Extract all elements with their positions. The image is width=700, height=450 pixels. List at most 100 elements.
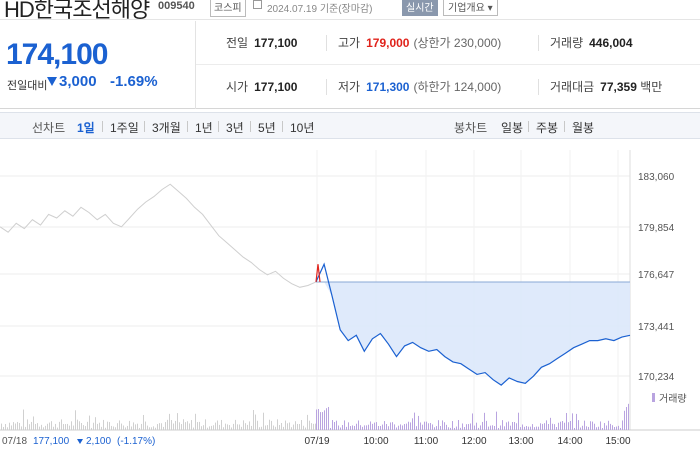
volume-bar bbox=[332, 420, 333, 430]
volume-bar bbox=[432, 424, 433, 430]
volume-bar bbox=[289, 422, 290, 430]
volume-bar bbox=[516, 423, 517, 430]
volume-bar bbox=[27, 419, 28, 430]
volume-bar bbox=[313, 423, 314, 430]
change-amount: 3,000 bbox=[59, 73, 97, 90]
divider bbox=[538, 35, 539, 51]
divider bbox=[218, 121, 219, 132]
volume-bar bbox=[354, 425, 355, 430]
volume-bar bbox=[434, 427, 435, 430]
volume-bar bbox=[398, 425, 399, 430]
volume-bar bbox=[402, 425, 403, 430]
volume-bar bbox=[478, 427, 479, 430]
tab-1week[interactable]: 1주일 bbox=[110, 121, 139, 135]
volume-bar bbox=[388, 426, 389, 430]
volume-bar bbox=[412, 418, 413, 430]
volume-bar bbox=[350, 426, 351, 430]
stat-label: 거래량 bbox=[550, 36, 584, 50]
volume-bar bbox=[89, 415, 90, 430]
volume-bar bbox=[514, 422, 515, 430]
change-label: 전일대비 bbox=[7, 80, 48, 92]
x-tick-label: 13:00 bbox=[508, 436, 533, 447]
volume-bar bbox=[320, 412, 321, 430]
volume-bar bbox=[7, 427, 8, 430]
volume-bar bbox=[456, 426, 457, 430]
volume-bar bbox=[193, 427, 194, 430]
footer-date: 07/18 bbox=[2, 436, 27, 447]
volume-bar bbox=[269, 419, 270, 430]
volume-bar bbox=[87, 421, 88, 430]
tab-monthly[interactable]: 월봉 bbox=[572, 121, 595, 135]
volume-bar bbox=[291, 427, 292, 430]
stat-sub: (상한가 230,000) bbox=[413, 36, 502, 50]
volume-bar bbox=[582, 425, 583, 430]
volume-bars bbox=[1, 403, 629, 430]
tab-3year[interactable]: 3년 bbox=[226, 121, 244, 135]
volume-bar bbox=[117, 423, 118, 430]
volume-bar bbox=[315, 423, 316, 430]
volume-bar bbox=[115, 427, 116, 430]
tab-daily[interactable]: 일봉 bbox=[501, 121, 524, 135]
stat-value: 179,000 bbox=[366, 36, 410, 50]
volume-bar bbox=[362, 426, 363, 430]
volume-bar bbox=[430, 422, 431, 430]
volume-bar bbox=[586, 426, 587, 430]
tab-1year[interactable]: 1년 bbox=[195, 121, 213, 135]
volume-bar bbox=[201, 426, 202, 430]
volume-bar bbox=[95, 417, 96, 430]
volume-bar bbox=[103, 419, 104, 430]
down-arrow-icon bbox=[47, 77, 57, 86]
volume-bar bbox=[247, 424, 248, 430]
volume-bar bbox=[61, 419, 62, 430]
realtime-button[interactable]: 실시간 bbox=[402, 0, 438, 16]
volume-bar bbox=[245, 423, 246, 430]
tab-3month[interactable]: 3개월 bbox=[152, 121, 181, 135]
volume-bar bbox=[303, 425, 304, 430]
chart-footer: 07/18 177,100 2,100 (-1.17%) bbox=[2, 436, 155, 447]
volume-bar bbox=[49, 422, 50, 430]
volume-bar bbox=[147, 425, 148, 430]
volume-bar bbox=[574, 427, 575, 430]
volume-bar bbox=[161, 423, 162, 430]
stat-label: 시가 bbox=[226, 80, 249, 94]
volume-bar bbox=[614, 427, 615, 430]
volume-bar bbox=[364, 425, 365, 430]
volume-bar bbox=[626, 407, 627, 430]
volume-bar bbox=[311, 423, 312, 430]
volume-bar bbox=[203, 425, 204, 430]
stat-value: 171,300 bbox=[366, 80, 410, 94]
volume-bar bbox=[259, 427, 260, 430]
company-overview-button[interactable]: 기업개요 ▾ bbox=[443, 0, 498, 16]
tab-weekly[interactable]: 주봉 bbox=[536, 121, 559, 135]
volume-bar bbox=[43, 427, 44, 430]
volume-bar bbox=[33, 416, 34, 430]
volume-bar bbox=[11, 425, 12, 430]
volume-bar bbox=[618, 425, 619, 430]
volume-bar bbox=[330, 427, 331, 430]
price-info-panel: 174,100 전일대비 3,000 -1.69% 전일 177,100 고가 17… bbox=[0, 21, 700, 109]
tab-5year[interactable]: 5년 bbox=[258, 121, 276, 135]
volume-bar bbox=[165, 422, 166, 430]
volume-bar bbox=[15, 423, 16, 430]
x-tick-label: 10:00 bbox=[363, 436, 388, 447]
volume-bar bbox=[77, 419, 78, 430]
volume-bar bbox=[275, 426, 276, 430]
volume-bar bbox=[496, 411, 497, 430]
stat-prev-close: 전일 177,100 bbox=[226, 21, 297, 65]
volume-bar bbox=[233, 423, 234, 430]
volume-bar bbox=[420, 422, 421, 430]
volume-bar bbox=[293, 424, 294, 430]
volume-bar bbox=[85, 426, 86, 430]
volume-bar bbox=[546, 420, 547, 430]
volume-bar bbox=[13, 422, 14, 430]
volume-bar bbox=[69, 425, 70, 430]
volume-bar bbox=[283, 426, 284, 430]
volume-bar bbox=[542, 423, 543, 430]
volume-bar bbox=[181, 424, 182, 430]
volume-bar bbox=[390, 422, 391, 430]
divider bbox=[282, 121, 283, 132]
date-text: 2024.07.19 기준(장마감) bbox=[267, 4, 373, 15]
tab-10year[interactable]: 10년 bbox=[290, 121, 315, 135]
volume-bar bbox=[494, 426, 495, 430]
tab-1day[interactable]: 1일 bbox=[77, 121, 95, 135]
